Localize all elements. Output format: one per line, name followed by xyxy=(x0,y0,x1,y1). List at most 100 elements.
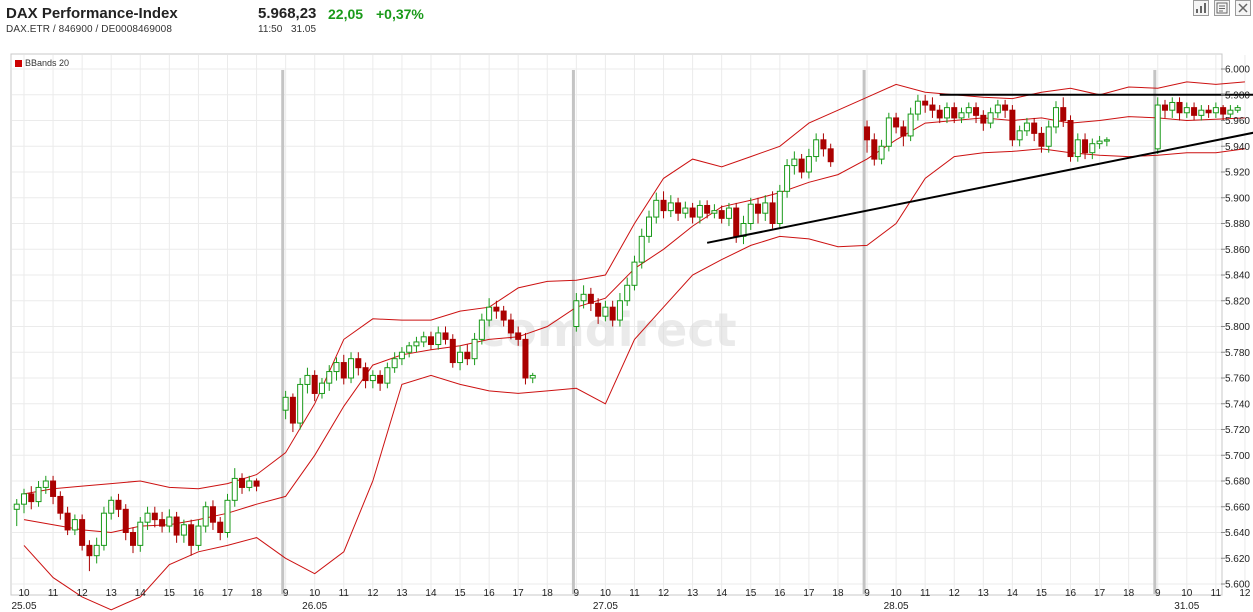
candle-up xyxy=(907,107,914,142)
news-icon[interactable] xyxy=(1214,0,1230,16)
candle-up xyxy=(195,519,202,551)
candle-body xyxy=(965,107,972,114)
candle-body xyxy=(224,499,231,533)
candle-body xyxy=(689,207,696,218)
candle-body xyxy=(994,104,1001,114)
candle-body xyxy=(980,114,987,124)
y-tick-label: 6.000 xyxy=(1225,65,1250,76)
candle-down xyxy=(57,491,64,520)
candle-up xyxy=(987,107,994,129)
candle-body xyxy=(725,207,732,219)
candle-up xyxy=(1074,133,1081,162)
candle-body xyxy=(340,362,347,379)
candle-down xyxy=(442,326,449,345)
x-tick-label: 17 xyxy=(513,588,525,599)
candle-up xyxy=(1183,102,1190,118)
x-tick-label: 14 xyxy=(716,588,728,599)
candle-down xyxy=(1082,133,1089,160)
candle-down xyxy=(115,493,122,518)
candle-up xyxy=(318,378,325,399)
candle-down xyxy=(755,197,762,224)
close-icon[interactable] xyxy=(1235,0,1251,16)
candle-body xyxy=(282,396,289,411)
candle-body xyxy=(914,100,921,115)
x-tick-label: 12 xyxy=(367,588,379,599)
candle-body xyxy=(1009,109,1016,141)
candle-up xyxy=(35,481,42,507)
candle-down xyxy=(704,200,711,219)
candle-body xyxy=(173,516,180,536)
candle-down xyxy=(50,475,57,505)
candle-body xyxy=(108,499,115,514)
candle-body xyxy=(93,544,100,557)
candle-up xyxy=(762,195,769,221)
chart-view-icon[interactable] xyxy=(1193,0,1209,16)
candle-body xyxy=(42,480,49,488)
candle-body xyxy=(326,371,333,384)
candle-body xyxy=(478,319,485,340)
x-tick-label: 10 xyxy=(1181,588,1193,599)
x-tick-label: 15 xyxy=(745,588,757,599)
candle-up xyxy=(638,228,645,269)
candle-body xyxy=(1052,107,1059,128)
candle-down xyxy=(1031,117,1038,142)
candle-up xyxy=(1052,101,1059,134)
candle-body xyxy=(929,104,936,111)
candle-up xyxy=(369,370,376,389)
candle-up xyxy=(391,352,398,373)
candle-down xyxy=(1191,102,1198,121)
x-tick-label: 15 xyxy=(164,588,176,599)
x-tick-label: 13 xyxy=(687,588,699,599)
y-tick-label: 5.820 xyxy=(1225,296,1250,307)
y-tick-label: 5.800 xyxy=(1225,322,1250,333)
x-date-label: 28.05 xyxy=(884,601,909,612)
candle-up xyxy=(246,475,253,492)
candle-up xyxy=(413,336,420,353)
x-tick-label: 13 xyxy=(978,588,990,599)
candle-down xyxy=(507,313,514,340)
candle-body xyxy=(747,203,754,224)
candles-layer xyxy=(13,94,1241,572)
candle-body xyxy=(791,158,798,167)
candle-up xyxy=(42,475,49,494)
candle-up xyxy=(108,496,115,520)
candle-up xyxy=(180,519,187,543)
candle-down xyxy=(86,540,93,572)
x-tick-label: 9 xyxy=(1155,588,1161,599)
candle-up xyxy=(348,352,355,384)
candle-down xyxy=(1038,126,1045,153)
candle-body xyxy=(188,524,195,546)
candle-down xyxy=(500,305,507,327)
x-axis: 10 11 12 13 14 15 16 17 18 9 10 11 12 13 14 15 16 17 18 9 10… xyxy=(11,588,1250,612)
candle-down xyxy=(28,486,35,510)
candle-body xyxy=(1227,109,1234,115)
candle-down xyxy=(609,300,616,327)
candle-body xyxy=(471,338,478,360)
candle-body xyxy=(595,302,602,317)
candle-body xyxy=(784,165,791,192)
candle-down xyxy=(820,133,827,157)
candle-body xyxy=(515,332,522,340)
candle-body xyxy=(159,519,166,527)
candle-body xyxy=(1060,107,1067,121)
x-tick-label: 9 xyxy=(574,588,580,599)
candle-body xyxy=(1074,139,1081,158)
y-tick-label: 5.980 xyxy=(1225,90,1250,101)
x-tick-label: 17 xyxy=(222,588,234,599)
candle-body xyxy=(733,207,740,237)
candle-down xyxy=(587,287,594,312)
x-tick-label: 18 xyxy=(251,588,263,599)
x-tick-label: 16 xyxy=(774,588,786,599)
y-tick-label: 5.740 xyxy=(1225,399,1250,410)
candle-down xyxy=(660,191,667,219)
candle-up xyxy=(202,501,209,533)
x-tick-label: 18 xyxy=(832,588,844,599)
candle-down xyxy=(689,202,696,224)
candle-up xyxy=(631,255,638,291)
candle-down xyxy=(377,370,384,391)
candle-body xyxy=(398,351,405,360)
candle-up xyxy=(646,210,653,243)
candle-up xyxy=(580,285,587,309)
candle-body xyxy=(1096,140,1103,145)
indicator-legend[interactable]: BBands 20 xyxy=(15,58,69,68)
